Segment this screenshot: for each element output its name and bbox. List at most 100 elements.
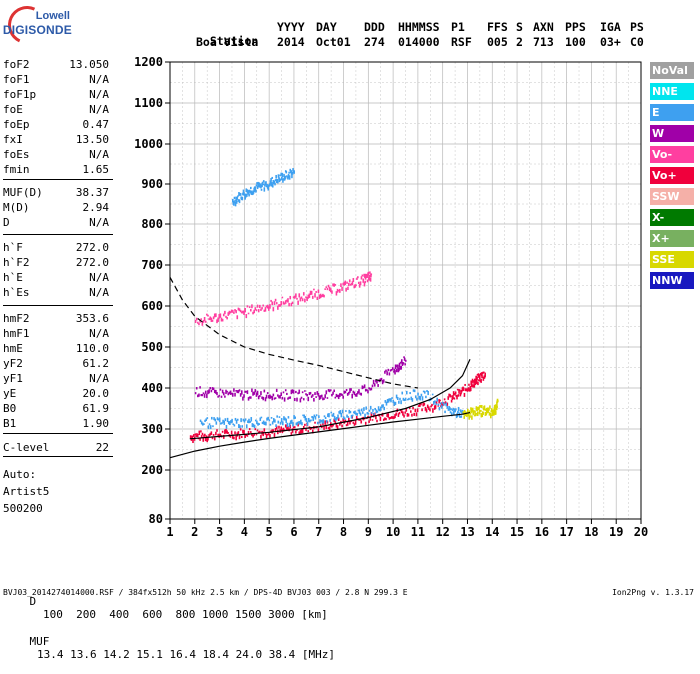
data-point	[269, 434, 271, 438]
data-point	[489, 412, 492, 415]
data-point	[264, 432, 267, 435]
data-point	[275, 174, 277, 179]
data-point	[451, 412, 453, 417]
data-point	[491, 412, 493, 417]
data-point	[280, 418, 283, 423]
data-point	[434, 405, 437, 409]
data-point	[336, 394, 339, 398]
data-point	[244, 307, 246, 313]
data-point	[459, 392, 462, 397]
data-point	[334, 396, 337, 399]
data-point	[291, 419, 293, 424]
data-point	[238, 191, 240, 197]
data-point	[434, 400, 436, 404]
data-point	[403, 414, 405, 418]
data-point	[313, 288, 315, 291]
data-point	[233, 388, 235, 392]
data-point	[270, 417, 273, 419]
data-point	[482, 376, 485, 381]
data-point	[432, 408, 434, 413]
data-point	[348, 282, 350, 287]
data-point	[335, 424, 338, 428]
data-point	[298, 389, 301, 394]
data-point	[342, 416, 345, 420]
x-tick-label: 14	[485, 525, 499, 539]
data-point	[470, 380, 473, 385]
data-point	[215, 431, 217, 436]
data-point	[275, 425, 278, 430]
data-point	[301, 428, 304, 434]
data-point	[373, 412, 375, 416]
data-point	[204, 320, 207, 323]
data-point	[213, 417, 215, 421]
data-point	[210, 317, 213, 322]
data-point	[204, 437, 207, 442]
data-point	[249, 190, 252, 194]
data-point	[251, 388, 253, 393]
header-label-1: YYYY	[277, 20, 305, 34]
data-point	[265, 394, 268, 399]
data-point	[462, 387, 465, 391]
data-point	[404, 411, 406, 414]
data-point	[341, 424, 343, 428]
param-row: B0 61.9	[3, 402, 109, 415]
header-label-4: HHMMSS	[398, 20, 440, 34]
data-point	[396, 397, 399, 400]
data-point	[279, 421, 282, 425]
data-point	[389, 369, 392, 372]
data-point	[380, 406, 382, 411]
data-point	[403, 398, 406, 402]
param-value: 272.0	[75, 241, 109, 254]
data-point	[225, 389, 227, 395]
data-point	[238, 424, 240, 428]
data-point	[271, 421, 274, 425]
data-point	[221, 389, 224, 394]
data-point	[245, 424, 248, 429]
data-point	[198, 323, 200, 326]
data-point	[330, 411, 333, 414]
data-point	[361, 274, 364, 277]
data-point	[384, 370, 386, 374]
data-point	[471, 407, 474, 412]
data-point	[422, 390, 425, 393]
data-point	[469, 385, 472, 389]
data-point	[393, 416, 395, 420]
data-point	[457, 410, 459, 414]
y-tick-label: 1100	[134, 96, 163, 110]
data-point	[332, 424, 334, 427]
data-point	[249, 420, 251, 423]
data-point	[452, 395, 454, 399]
data-point	[320, 420, 322, 422]
data-point	[343, 390, 346, 394]
data-point	[386, 371, 388, 376]
data-point	[370, 273, 372, 278]
data-point	[327, 427, 330, 430]
data-point	[257, 185, 260, 188]
data-point	[356, 277, 358, 280]
data-point	[273, 180, 276, 185]
data-point	[199, 437, 201, 441]
data-point	[322, 397, 324, 401]
data-point	[287, 397, 289, 400]
data-point	[360, 408, 363, 412]
data-point	[233, 424, 236, 427]
param-row: hmE 110.0	[3, 342, 109, 355]
data-point	[324, 394, 326, 399]
data-point	[360, 392, 363, 396]
data-point	[301, 298, 304, 302]
data-point	[216, 417, 219, 421]
file-info: BVJ03_2014274014000.RSF / 384fx512h 50 k…	[3, 588, 408, 597]
y-tick-label: 1000	[134, 137, 163, 151]
param-row: foF1p N/A	[3, 88, 109, 101]
data-point	[477, 373, 480, 378]
data-point	[270, 299, 272, 302]
data-point	[198, 430, 201, 436]
data-point	[253, 309, 255, 314]
header-label-3: DDD	[364, 20, 385, 34]
x-tick-label: 6	[290, 525, 297, 539]
param-row: foF2 13.050	[3, 58, 109, 71]
data-point	[261, 182, 263, 188]
data-point	[359, 392, 361, 395]
data-point	[287, 177, 289, 180]
param-value: 22	[95, 441, 109, 454]
